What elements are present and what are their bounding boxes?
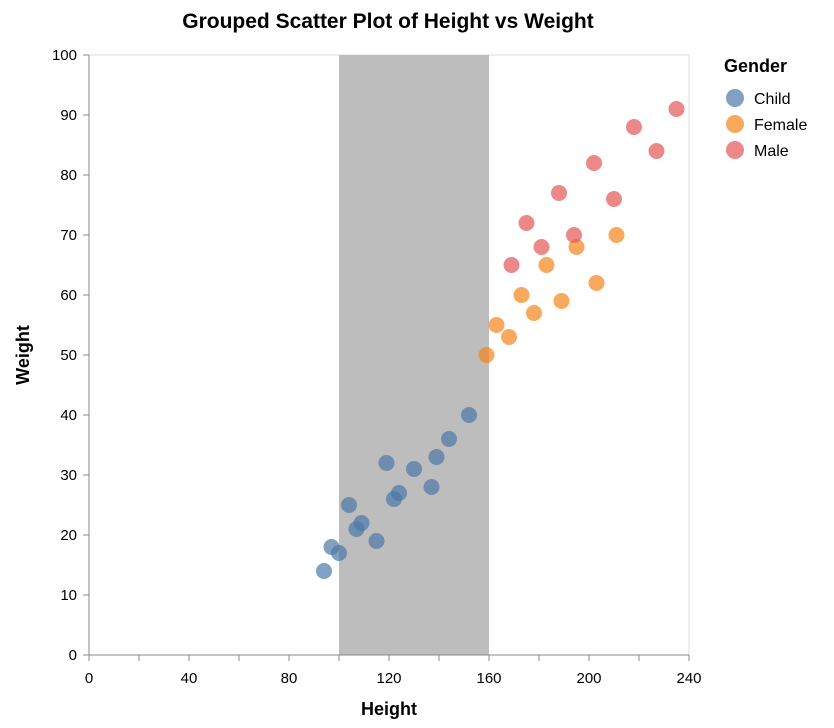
scatter-point (316, 563, 332, 579)
scatter-point (461, 407, 477, 423)
legend-label: Male (754, 143, 789, 160)
x-tick-label: 160 (476, 670, 501, 687)
scatter-point (538, 257, 555, 273)
scatter-point (378, 455, 395, 471)
legend-symbol (726, 89, 744, 107)
series-female (478, 227, 625, 363)
scatter-point (341, 497, 357, 513)
scatter-point (588, 275, 605, 291)
plot-area: 0 40 80 120 160 200 240 0 10 20 30 40 50 60 70 80 90 100 (52, 47, 702, 687)
x-tick-label: 120 (376, 670, 401, 687)
scatter-point (668, 101, 685, 117)
y-tick-label: 0 (69, 647, 77, 664)
legend-label: Child (754, 91, 790, 108)
scatter-point (566, 227, 582, 243)
legend-symbol (726, 141, 744, 159)
scatter-point (551, 185, 567, 201)
x-tick-label: 0 (85, 670, 93, 687)
y-tick-label: 30 (60, 467, 77, 484)
y-axis-title: Weight (13, 325, 33, 385)
scatter-point (503, 257, 520, 273)
y-tick-label: 80 (60, 167, 77, 184)
series-male (503, 101, 685, 273)
series-child (316, 407, 477, 579)
chart-title: Grouped Scatter Plot of Height vs Weight (182, 10, 593, 33)
scatter-point (353, 515, 370, 531)
scatter-point (428, 449, 445, 465)
x-tick-label: 80 (281, 670, 298, 687)
y-tick-label: 60 (60, 287, 77, 304)
y-tick-label: 10 (60, 587, 77, 604)
scatter-point (608, 227, 625, 243)
x-axis-title: Height (361, 699, 417, 719)
highlight-band (339, 55, 489, 655)
scatter-point (553, 293, 570, 309)
y-tick-label: 20 (60, 527, 77, 544)
scatter-point (488, 317, 505, 333)
scatter-point (501, 329, 517, 345)
scatter-point (586, 155, 602, 171)
scatter-point (606, 191, 622, 207)
scatter-point (568, 239, 585, 255)
scatter-point (478, 347, 495, 363)
y-tick-label: 50 (60, 347, 77, 364)
y-tick-label: 100 (52, 47, 77, 64)
y-tick-label: 90 (60, 107, 77, 124)
legend-label: Female (754, 117, 807, 134)
scatter-point (331, 545, 347, 561)
y-tick-label: 40 (60, 407, 77, 424)
legend-symbol (726, 115, 744, 133)
scatter-point (526, 305, 542, 321)
scatter-point (513, 287, 530, 303)
scatter-point (626, 119, 642, 135)
scatter-point (533, 239, 550, 255)
scatter-point (391, 485, 407, 501)
scatter-point (441, 431, 457, 447)
x-tick-label: 40 (181, 670, 198, 687)
y-tick-label: 70 (60, 227, 77, 244)
x-tick-label: 240 (676, 670, 701, 687)
scatter-point (406, 461, 422, 477)
scatter-point (423, 479, 440, 495)
scatter-point (648, 143, 665, 159)
scatter-point (368, 533, 385, 549)
legend-title: Gender (724, 56, 787, 76)
x-tick-label: 200 (576, 670, 601, 687)
scatter-point (518, 215, 535, 231)
legend: Gender Child Female Male (724, 56, 807, 160)
